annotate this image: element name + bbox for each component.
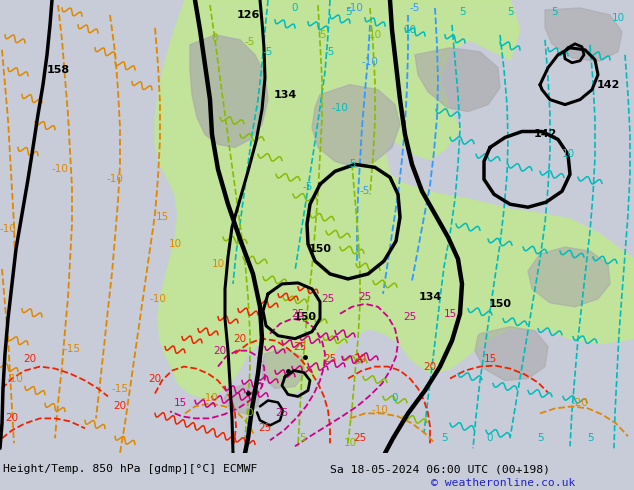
Text: -15: -15 [112,384,129,393]
Text: 25: 25 [259,423,271,433]
Text: -10: -10 [0,224,16,234]
Text: -10: -10 [51,164,68,174]
Text: © weatheronline.co.uk: © weatheronline.co.uk [431,478,576,488]
Polygon shape [312,85,400,168]
Polygon shape [262,349,305,389]
Polygon shape [545,8,622,62]
Text: -10: -10 [6,373,23,384]
Text: -10: -10 [202,393,219,403]
Text: 25: 25 [292,309,304,319]
Text: 10: 10 [169,239,181,249]
Text: 5: 5 [299,433,306,443]
Text: -10: -10 [372,405,389,416]
Text: 0: 0 [212,33,218,43]
Text: -5: -5 [410,3,420,13]
Text: 20: 20 [113,401,127,412]
Text: 5: 5 [552,7,559,17]
Text: 20: 20 [148,373,162,384]
Text: -10: -10 [150,294,167,304]
Text: 15: 15 [483,354,496,364]
Text: 0: 0 [487,433,493,443]
Text: 5: 5 [442,433,448,443]
Text: 142: 142 [597,80,619,90]
Text: 5: 5 [586,433,593,443]
Text: 25: 25 [323,354,337,364]
Text: 20: 20 [214,345,226,356]
Text: 20: 20 [353,354,366,364]
Text: 0: 0 [292,3,298,13]
Text: -20: -20 [572,398,588,409]
Text: -10: -10 [347,3,363,13]
Text: 10: 10 [344,438,356,448]
Polygon shape [475,327,548,381]
Text: 142: 142 [533,129,557,140]
Text: 25: 25 [294,342,307,352]
Text: 5: 5 [458,7,465,17]
Text: 150: 150 [294,312,316,322]
Polygon shape [415,48,500,112]
Text: Height/Temp. 850 hPa [gdmp][°C] ECMWF: Height/Temp. 850 hPa [gdmp][°C] ECMWF [3,465,257,474]
Text: 10: 10 [211,259,224,269]
Text: 25: 25 [275,408,288,418]
Text: -5: -5 [245,37,256,47]
Text: 20: 20 [424,362,437,371]
Text: 5: 5 [319,30,325,40]
Polygon shape [190,35,268,147]
Text: 10: 10 [562,149,574,159]
Text: -5: -5 [347,159,357,170]
Text: -10: -10 [107,174,124,184]
Polygon shape [528,247,610,307]
Text: 20: 20 [233,334,247,343]
Text: 25: 25 [353,433,366,443]
Text: 0: 0 [247,408,253,418]
Text: -10: -10 [361,57,378,67]
Text: 150: 150 [309,244,332,254]
Text: 134: 134 [273,90,297,99]
Text: 25: 25 [403,312,417,322]
Text: 126: 126 [236,10,260,20]
Text: 5: 5 [507,7,514,17]
Text: 20: 20 [6,414,18,423]
Text: 5: 5 [345,7,351,17]
Text: -5: -5 [263,47,273,57]
Text: 15: 15 [173,398,186,409]
Text: 25: 25 [358,292,372,302]
Text: -15: -15 [63,343,81,354]
Text: 158: 158 [46,65,70,75]
Text: 15: 15 [155,212,169,222]
Text: 10: 10 [611,13,624,23]
Text: 15: 15 [443,309,456,319]
Polygon shape [224,384,260,414]
Text: -10: -10 [332,102,349,113]
Polygon shape [155,0,634,398]
Text: 20: 20 [23,354,37,364]
Text: -5: -5 [303,182,313,192]
Text: -5: -5 [360,186,370,196]
Text: 150: 150 [489,299,512,309]
Text: Sa 18-05-2024 06:00 UTC (00+198): Sa 18-05-2024 06:00 UTC (00+198) [330,465,550,474]
Text: 0: 0 [392,393,398,403]
Text: 10: 10 [368,30,382,40]
Text: 10: 10 [403,25,417,35]
Text: 5: 5 [537,433,543,443]
Text: -5: -5 [325,47,335,57]
Text: 25: 25 [321,294,335,304]
Text: 134: 134 [418,292,442,302]
